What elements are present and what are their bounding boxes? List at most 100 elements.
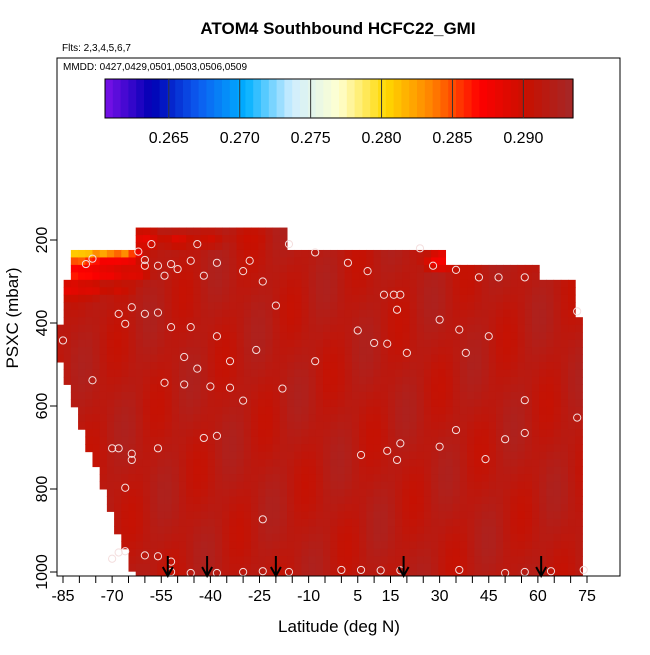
heatmap-cell bbox=[229, 556, 238, 565]
heatmap-cell bbox=[495, 339, 504, 348]
heatmap-cell bbox=[510, 324, 519, 333]
heatmap-cell bbox=[308, 496, 317, 505]
heatmap-cell bbox=[531, 459, 540, 468]
heatmap-cell bbox=[243, 399, 252, 408]
heatmap-cell bbox=[380, 571, 389, 577]
heatmap-cell bbox=[474, 399, 483, 408]
heatmap-cell bbox=[445, 436, 454, 445]
heatmap-cell bbox=[258, 249, 266, 258]
heatmap-cell bbox=[330, 571, 338, 577]
heatmap-cell bbox=[474, 332, 483, 341]
heatmap-cell bbox=[387, 541, 396, 550]
heatmap-cell bbox=[200, 436, 209, 445]
heatmap-cell bbox=[560, 444, 569, 453]
heatmap-cell bbox=[186, 556, 194, 565]
heatmap-cell bbox=[395, 369, 403, 378]
colorbar-segment bbox=[370, 79, 379, 118]
heatmap-cell bbox=[222, 272, 230, 281]
heatmap-cell bbox=[395, 414, 403, 423]
heatmap-cell bbox=[524, 264, 533, 273]
x-tick-label: 5 bbox=[353, 588, 362, 605]
heatmap-cell bbox=[531, 571, 540, 577]
heatmap-cell bbox=[200, 287, 209, 296]
heatmap-cell bbox=[351, 272, 360, 281]
heatmap-cell bbox=[236, 474, 245, 483]
heatmap-cell bbox=[258, 466, 266, 475]
heatmap-cell bbox=[452, 548, 461, 557]
heatmap-cell bbox=[445, 563, 454, 572]
x-axis-label: Latitude (deg N) bbox=[278, 617, 400, 636]
heatmap-cell bbox=[337, 436, 346, 445]
heatmap-cell bbox=[265, 235, 274, 243]
heatmap-cell bbox=[402, 302, 410, 311]
heatmap-cell bbox=[78, 384, 86, 393]
heatmap-cell bbox=[229, 317, 238, 326]
heatmap-cell bbox=[250, 317, 259, 326]
heatmap-cell bbox=[323, 294, 331, 303]
heatmap-cell bbox=[568, 294, 576, 303]
heatmap-cell bbox=[63, 354, 72, 363]
heatmap-cell bbox=[575, 376, 583, 385]
heatmap-cell bbox=[409, 556, 418, 565]
heatmap-cell bbox=[488, 354, 497, 363]
heatmap-cell bbox=[452, 489, 461, 497]
heatmap-cell bbox=[510, 466, 519, 475]
heatmap-cell bbox=[99, 436, 108, 445]
heatmap-cell bbox=[63, 317, 72, 326]
heatmap-cell bbox=[279, 548, 288, 557]
heatmap-cell bbox=[85, 279, 93, 288]
heatmap-cell bbox=[128, 489, 137, 497]
heatmap-cell bbox=[531, 511, 540, 520]
heatmap-cell bbox=[351, 399, 360, 408]
heatmap-cell bbox=[287, 384, 295, 393]
heatmap-cell bbox=[114, 347, 122, 356]
heatmap-cell bbox=[553, 444, 562, 453]
heatmap-cell bbox=[568, 526, 576, 535]
heatmap-cell bbox=[315, 347, 324, 356]
heatmap-cell bbox=[222, 227, 230, 236]
heatmap-cell bbox=[171, 264, 180, 273]
heatmap-cell bbox=[135, 496, 144, 505]
heatmap-cell bbox=[294, 369, 302, 378]
heatmap-cell bbox=[395, 399, 403, 408]
heatmap-cell bbox=[503, 571, 511, 577]
heatmap-cell bbox=[193, 496, 202, 505]
heatmap-cell bbox=[330, 384, 338, 393]
heatmap-cell bbox=[193, 399, 202, 408]
heatmap-cell bbox=[445, 332, 454, 341]
heatmap-cell bbox=[186, 324, 194, 333]
heatmap-cell bbox=[488, 466, 497, 475]
heatmap-cell bbox=[445, 548, 454, 557]
heatmap-cell bbox=[294, 362, 302, 370]
heatmap-cell bbox=[135, 451, 144, 460]
heatmap-cell bbox=[323, 489, 331, 497]
heatmap-cell bbox=[70, 287, 79, 296]
heatmap-cell bbox=[459, 362, 468, 370]
heatmap-cell bbox=[387, 294, 396, 303]
heatmap-cell bbox=[193, 384, 202, 393]
heatmap-cell bbox=[193, 563, 202, 572]
heatmap-cell bbox=[106, 421, 115, 430]
heatmap-cell bbox=[409, 324, 418, 333]
heatmap-cell bbox=[495, 503, 504, 512]
heatmap-cell bbox=[229, 571, 238, 577]
heatmap-cell bbox=[214, 332, 223, 341]
heatmap-cell bbox=[229, 518, 238, 527]
heatmap-cell bbox=[459, 489, 468, 497]
observation-point bbox=[579, 565, 588, 575]
heatmap-cell bbox=[265, 526, 274, 535]
heatmap-cell bbox=[575, 436, 583, 445]
heatmap-cell bbox=[488, 362, 497, 370]
heatmap-cell bbox=[308, 384, 317, 393]
heatmap-cell bbox=[517, 376, 526, 385]
heatmap-cell bbox=[330, 533, 338, 542]
heatmap-cell bbox=[99, 399, 108, 408]
heatmap-cell bbox=[323, 563, 331, 572]
heatmap-cell bbox=[200, 354, 209, 363]
heatmap-cell bbox=[402, 503, 410, 512]
heatmap-cell bbox=[294, 533, 302, 542]
heatmap-cell bbox=[481, 571, 490, 577]
heatmap-cell bbox=[531, 302, 540, 311]
heatmap-cell bbox=[236, 235, 245, 243]
heatmap-cell bbox=[279, 309, 288, 318]
